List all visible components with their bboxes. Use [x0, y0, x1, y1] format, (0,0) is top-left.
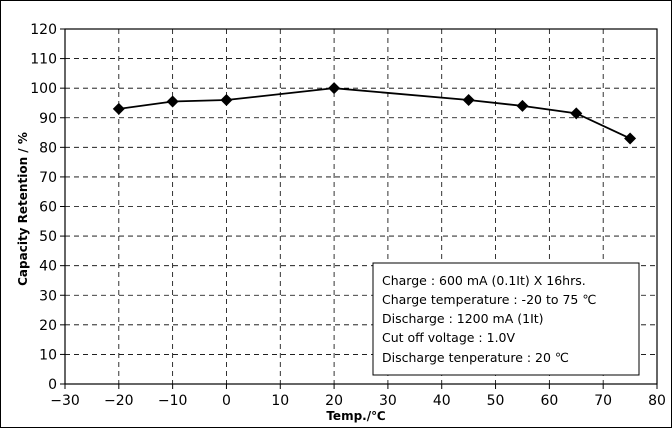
x-tick-label: −20	[104, 393, 134, 409]
note-charge: Charge : 600 mA (0.1It) X 16hrs.	[382, 273, 586, 288]
data-point	[516, 99, 529, 112]
x-tick-label: 0	[222, 393, 231, 409]
conditions-box-border	[372, 262, 640, 376]
x-tick-label: −10	[158, 393, 188, 409]
data-point	[624, 132, 637, 145]
x-tick-label: 60	[540, 393, 558, 409]
data-point	[328, 82, 341, 95]
y-tick-label: 100	[30, 81, 57, 97]
conditions-box: Charge : 600 mA (0.1It) X 16hrs. Charge …	[372, 262, 640, 376]
x-tick-label: 20	[325, 393, 343, 409]
y-tick-label: 80	[39, 140, 57, 156]
data-point	[112, 102, 125, 115]
y-tick-label: 40	[39, 259, 57, 275]
data-point	[570, 107, 583, 120]
y-tick-label: 10	[39, 347, 57, 363]
y-tick-label: 120	[30, 22, 57, 38]
y-tick-label: 60	[39, 200, 57, 216]
y-tick-label: 50	[39, 229, 57, 245]
x-tick-label: 70	[594, 393, 612, 409]
x-tick-labels: −30 −20 −10 0 10 20 30 40 50 60 70 80	[50, 384, 666, 409]
y-tick-label: 70	[39, 170, 57, 186]
x-tick-label: 10	[271, 393, 289, 409]
y-tick-label: 110	[30, 52, 57, 68]
x-tick-label: 30	[379, 393, 397, 409]
y-axis-label: Capacity Retention / %	[16, 132, 30, 286]
data-point	[462, 94, 475, 106]
note-cutoff-voltage: Cut off voltage : 1.0V	[382, 330, 515, 345]
y-tick-label: 90	[39, 111, 57, 127]
x-tick-label: 40	[433, 393, 451, 409]
y-tick-labels: 0 10 20 30 40 50 60 70 80 90 100 110 120	[30, 22, 65, 393]
x-tick-label: −30	[50, 393, 80, 409]
data-point	[220, 94, 233, 106]
note-discharge-temperature: Discharge tenperature : 20 ℃	[382, 350, 569, 365]
y-tick-label: 20	[39, 318, 57, 334]
note-charge-temperature: Charge temperature : -20 to 75 ℃	[382, 292, 596, 307]
x-tick-label: 50	[487, 393, 505, 409]
x-tick-label: 80	[648, 393, 666, 409]
series-group	[112, 82, 637, 145]
y-tick-label: 30	[39, 288, 57, 304]
x-axis-label: Temp./℃	[326, 409, 385, 423]
y-tick-label: 0	[48, 377, 57, 393]
series-line	[118, 87, 631, 140]
data-point	[166, 95, 179, 108]
note-discharge: Discharge : 1200 mA (1It)	[382, 311, 544, 326]
